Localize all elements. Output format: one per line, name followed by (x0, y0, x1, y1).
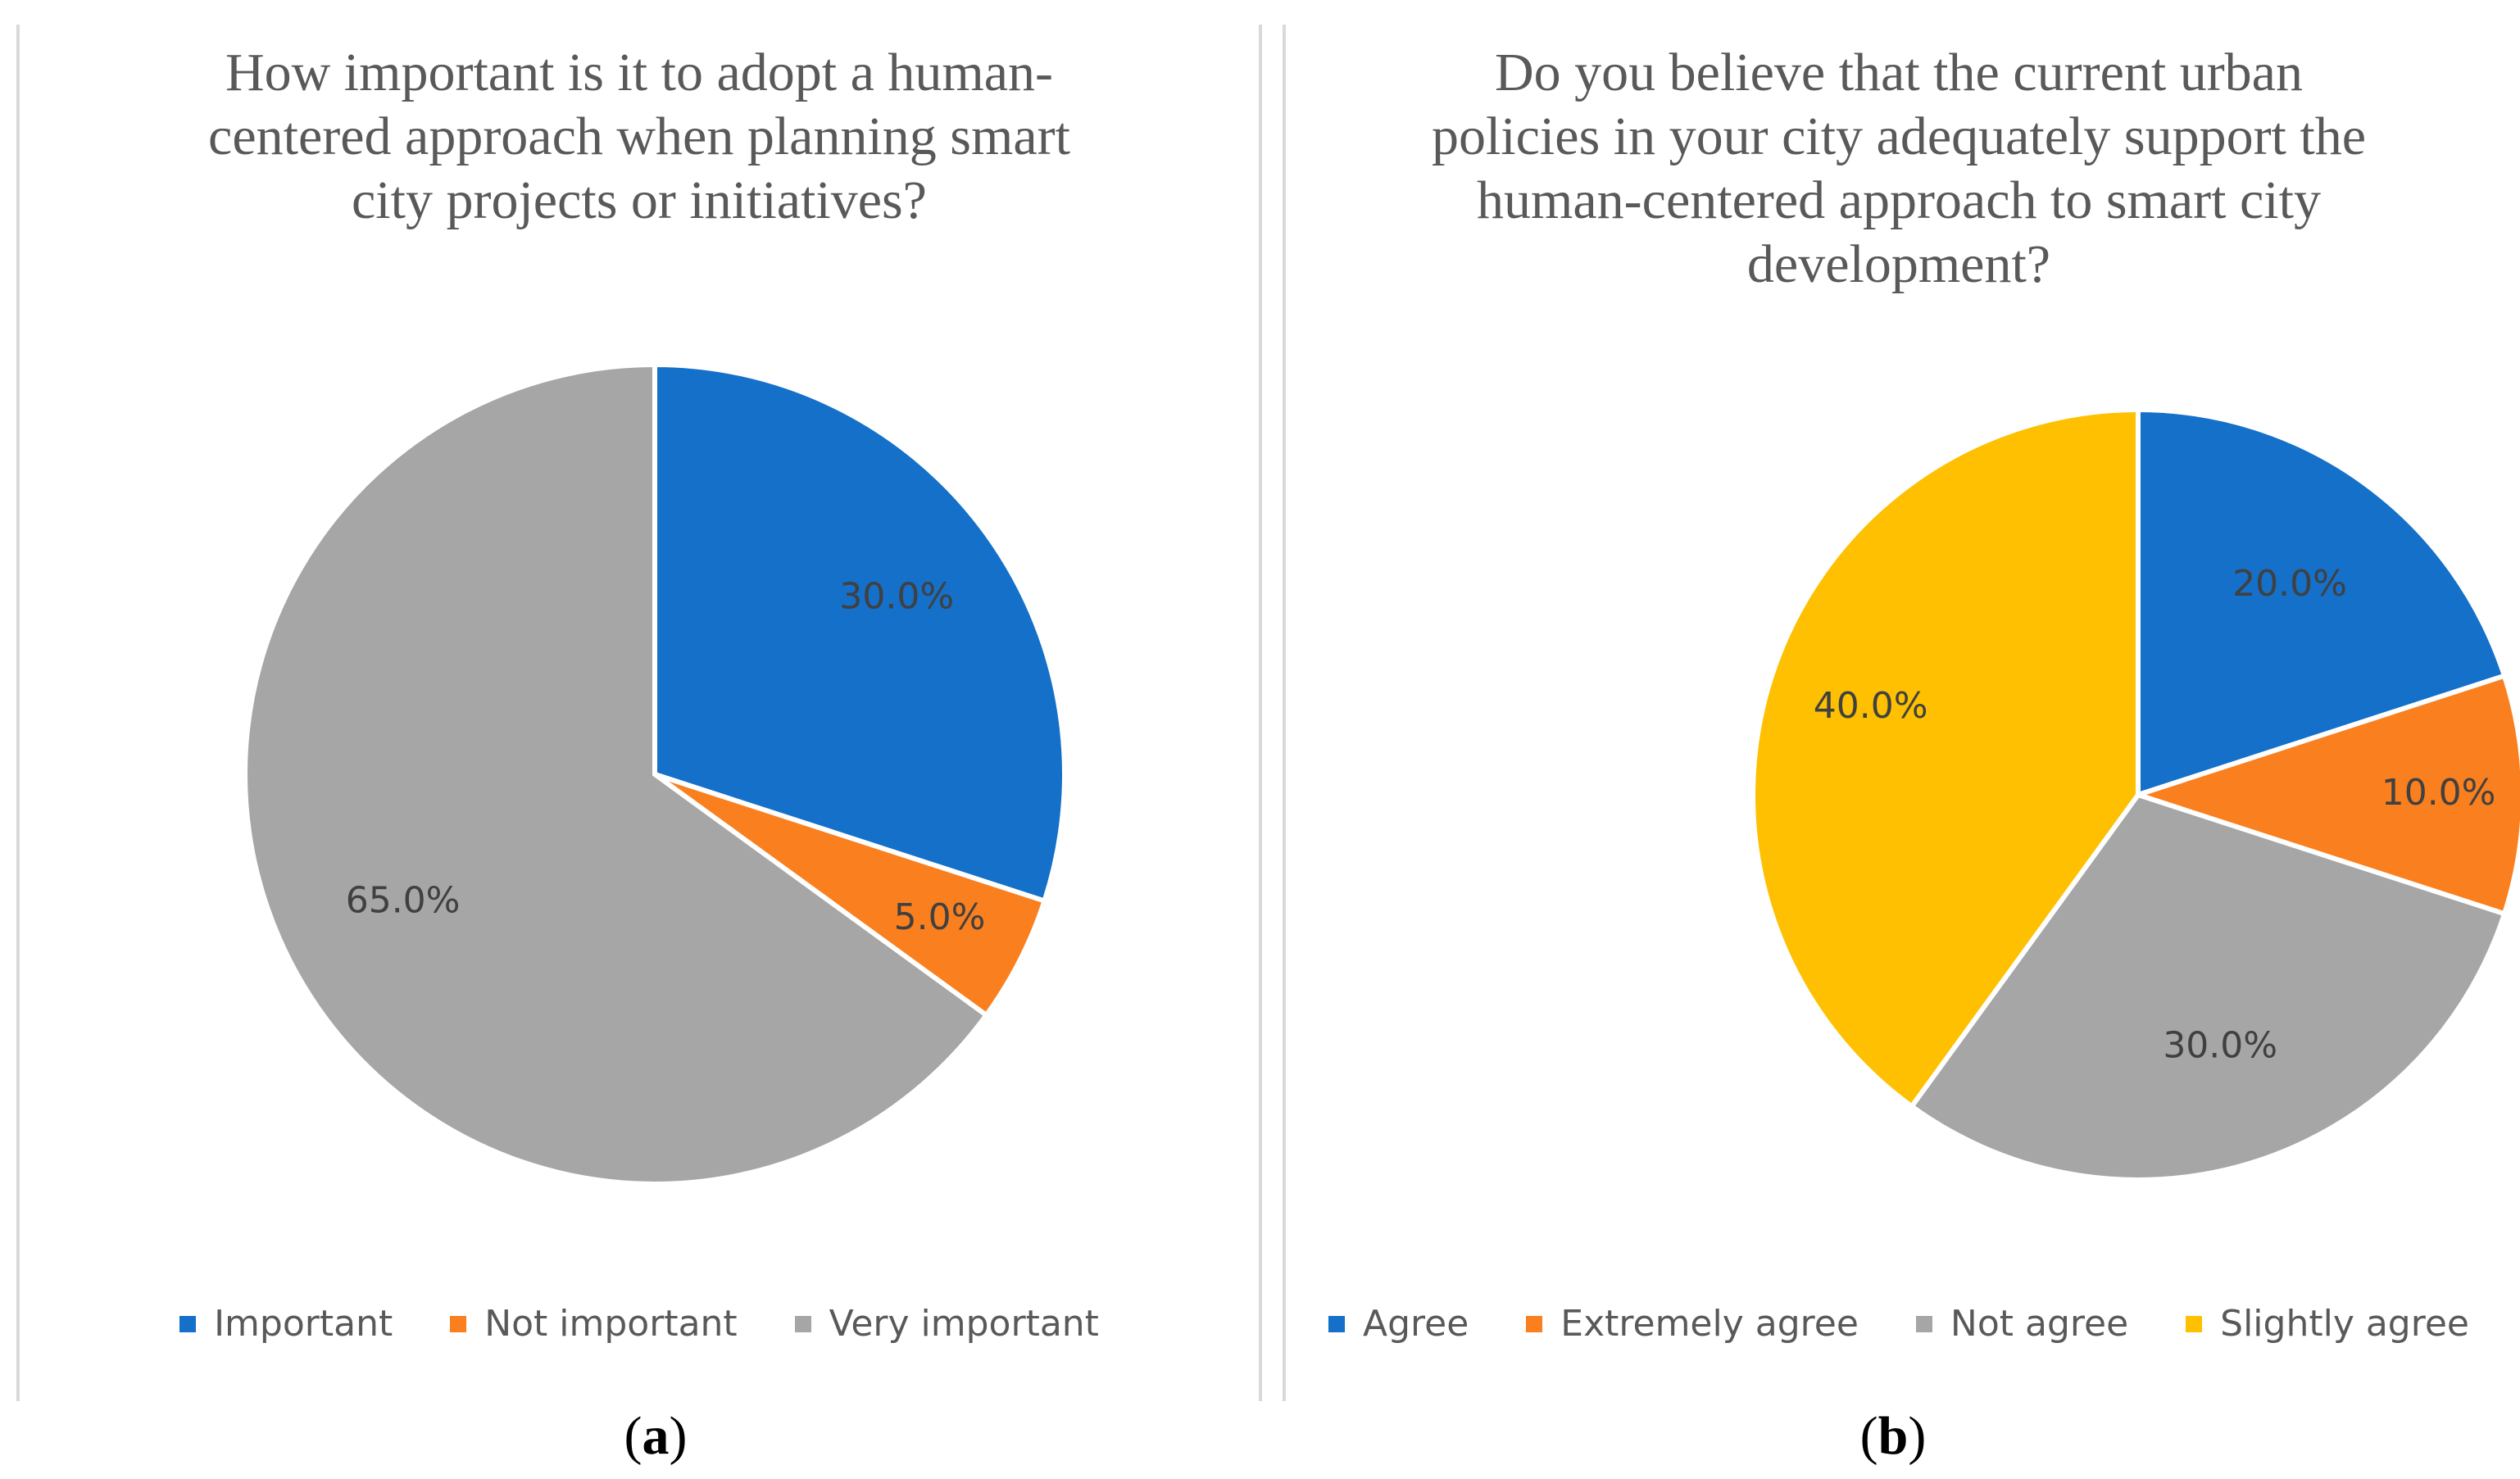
chart-title-a-line-2: centered approach when planning smart (208, 107, 1070, 166)
pie-b-slice-not-agree (1908, 792, 2508, 1182)
legend-b-swatch-3 (2186, 1315, 2203, 1332)
pie-chart-b: 20.0% 10.0% 30.0% 40.0% (1750, 406, 2520, 1182)
pie-chart-a: 30.0% 5.0% 65.0% (243, 361, 1067, 1186)
chart-title-a: How important is it to adopt a human- ce… (69, 41, 1210, 233)
pie-a-slice-important (652, 361, 1067, 905)
pie-a-data-label-1: 5.0% (894, 896, 986, 938)
legend-b-swatch-1 (1526, 1315, 1543, 1332)
chart-title-b-line-3: human-centered approach to smart city (1477, 170, 2321, 230)
pie-a-slice-very-important (243, 361, 990, 1186)
caption-b-letter: b (1878, 1406, 1909, 1466)
legend-a: Important Not important Very important (20, 1303, 1259, 1345)
pie-b-slice-agree (2136, 406, 2508, 799)
caption-a: (a) (624, 1406, 688, 1466)
legend-b-item-extremely-agree: Extremely agree (1526, 1303, 1859, 1345)
chart-panel-a: How important is it to adopt a human- ce… (16, 25, 1262, 1401)
legend-a-label-1: Not important (484, 1303, 738, 1345)
legend-a-swatch-1 (450, 1315, 467, 1332)
pie-b-data-label-3: 40.0% (1814, 685, 1928, 727)
pie-b-slice-slightly-agree (1750, 406, 2141, 1110)
chart-title-b-line-2: policies in your city adequately support… (1431, 107, 2367, 166)
chart-title-a-line-1: How important is it to adopt a human- (225, 43, 1053, 102)
legend-b-label-2: Not agree (1950, 1303, 2129, 1345)
legend-b-label-1: Extremely agree (1560, 1303, 1859, 1345)
legend-a-label-2: Very important (829, 1303, 1099, 1345)
chart-panel-b: Do you believe that the current urban po… (1283, 25, 2520, 1401)
pie-b-data-label-0: 20.0% (2232, 563, 2347, 605)
chart-title-b-line-1: Do you believe that the current urban (1495, 43, 2303, 102)
pie-a-slice-not-important (653, 772, 1048, 1019)
legend-b-label-3: Slightly agree (2220, 1303, 2469, 1345)
chart-title-a-line-3: city projects or initiatives? (352, 170, 927, 230)
legend-a-swatch-0 (179, 1315, 197, 1332)
legend-a-label-0: Important (214, 1303, 393, 1345)
legend-b-swatch-0 (1328, 1315, 1345, 1332)
pie-b-slice-extremely-agree (2130, 672, 2520, 918)
legend-a-item-not-important: Not important (450, 1303, 738, 1345)
pie-a-data-label-0: 30.0% (839, 575, 954, 617)
caption-b: (b) (1859, 1406, 1927, 1466)
legend-b: Agree Extremely agree Not agree Slightly ag… (1286, 1303, 2512, 1345)
legend-a-swatch-2 (794, 1315, 811, 1332)
caption-a-letter: a (642, 1406, 670, 1466)
pie-a-data-label-2: 65.0% (346, 880, 461, 922)
chart-title-b-line-4: development? (1746, 234, 2051, 294)
legend-b-swatch-2 (1915, 1315, 1932, 1332)
legend-b-item-not-agree: Not agree (1915, 1303, 2129, 1345)
legend-b-item-agree: Agree (1328, 1303, 1469, 1345)
pie-b-data-label-1: 10.0% (2382, 772, 2496, 814)
legend-a-item-important: Important (179, 1303, 393, 1345)
legend-a-item-very-important: Very important (794, 1303, 1099, 1345)
chart-title-b: Do you believe that the current urban po… (1335, 41, 2463, 297)
legend-b-item-slightly-agree: Slightly agree (2186, 1303, 2469, 1345)
pie-b-data-label-2: 30.0% (2163, 1024, 2277, 1066)
legend-b-label-0: Agree (1362, 1303, 1469, 1345)
